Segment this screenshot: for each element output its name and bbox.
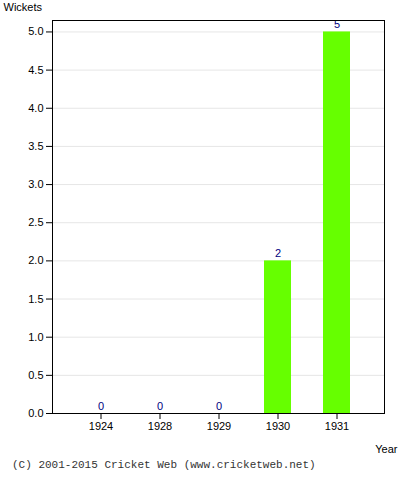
svg-text:4.0: 4.0 bbox=[28, 102, 43, 114]
svg-text:Wickets: Wickets bbox=[4, 1, 43, 13]
svg-text:0: 0 bbox=[157, 400, 163, 412]
svg-text:1929: 1929 bbox=[207, 420, 231, 432]
svg-text:0: 0 bbox=[216, 400, 222, 412]
svg-text:1931: 1931 bbox=[325, 420, 349, 432]
svg-text:1.0: 1.0 bbox=[28, 331, 43, 343]
svg-text:1.5: 1.5 bbox=[28, 293, 43, 305]
svg-text:1930: 1930 bbox=[266, 420, 290, 432]
html-text:(C) 2001-2015 Cricket Web (www: (C) 2001-2015 Cricket Web (www.cricketwe… bbox=[12, 459, 316, 471]
svg-text:1924: 1924 bbox=[89, 420, 113, 432]
svg-text:2.0: 2.0 bbox=[28, 254, 43, 266]
svg-text:2.5: 2.5 bbox=[28, 216, 43, 228]
svg-text:0: 0 bbox=[98, 400, 104, 412]
svg-text:3.5: 3.5 bbox=[28, 140, 43, 152]
svg-text:0.0: 0.0 bbox=[28, 407, 43, 419]
svg-text:5.0: 5.0 bbox=[28, 25, 43, 37]
svg-text:Year: Year bbox=[375, 443, 398, 455]
svg-text:0.5: 0.5 bbox=[28, 369, 43, 381]
svg-text:2: 2 bbox=[275, 247, 281, 259]
svg-text:4.5: 4.5 bbox=[28, 64, 43, 76]
svg-text:5: 5 bbox=[333, 18, 341, 31]
svg-text:3.0: 3.0 bbox=[28, 178, 43, 190]
svg-text:1928: 1928 bbox=[148, 420, 172, 432]
